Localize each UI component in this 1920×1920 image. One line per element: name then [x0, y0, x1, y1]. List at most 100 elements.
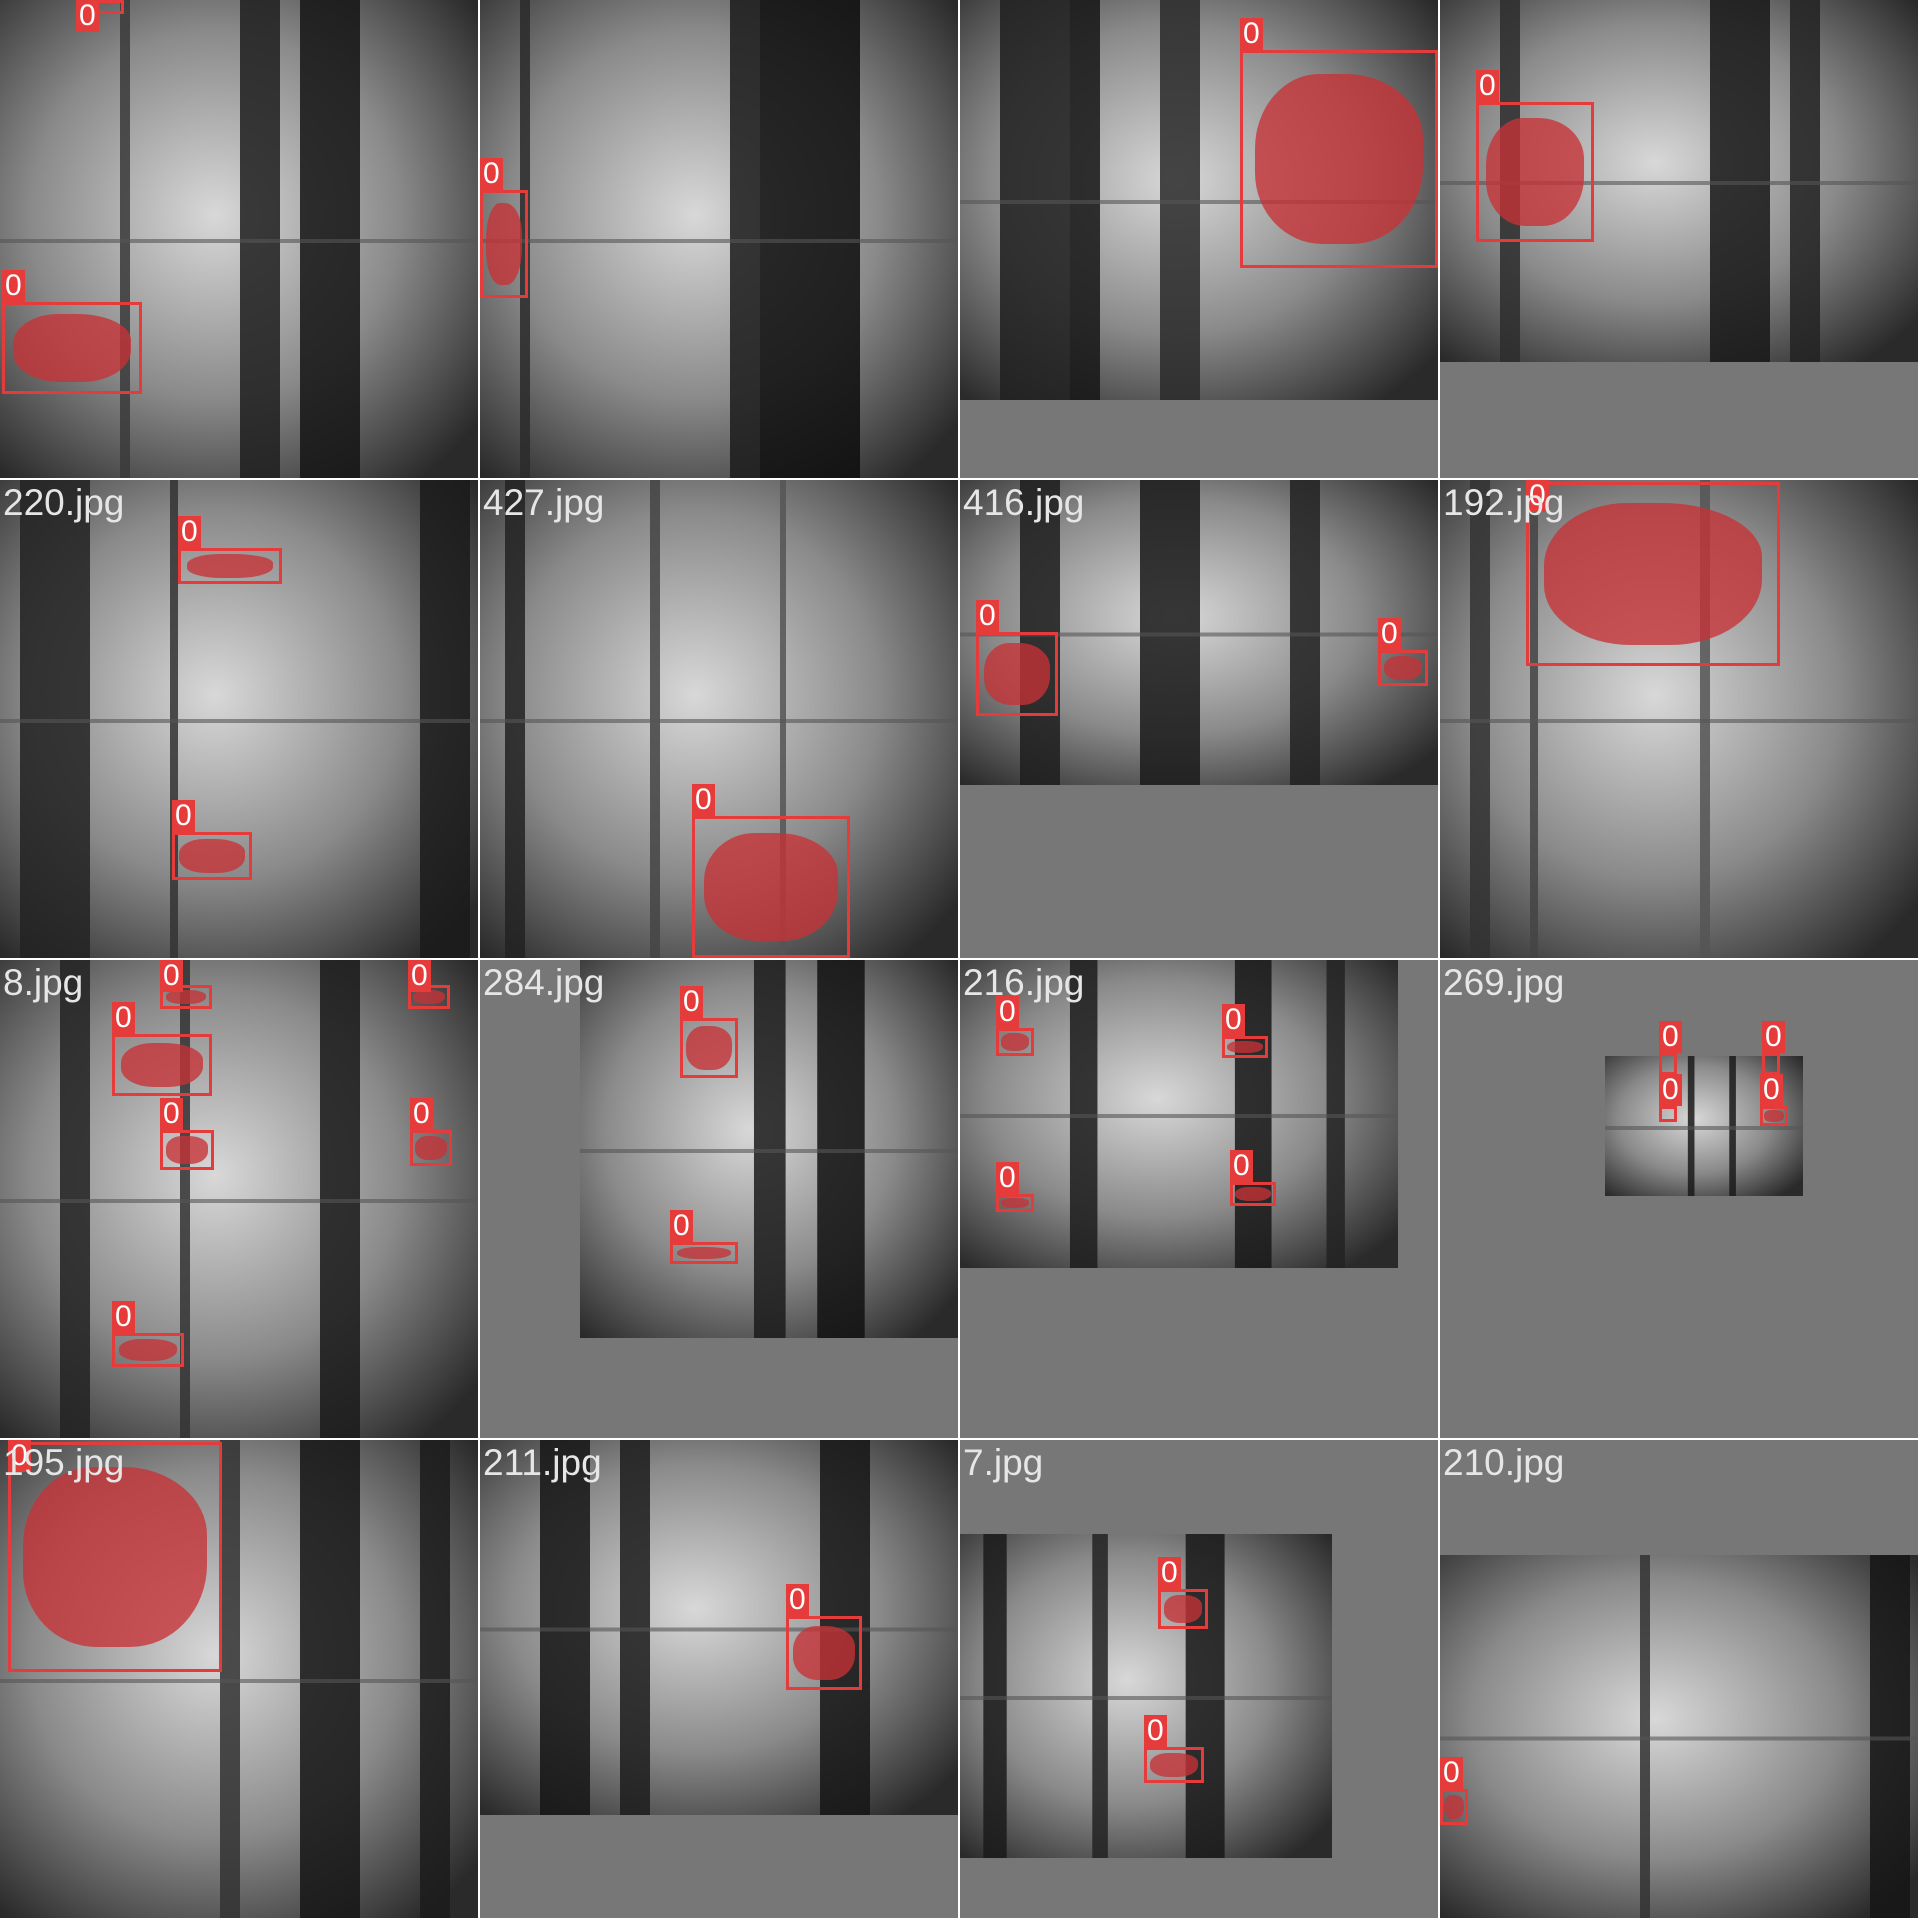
- rail-line: [480, 719, 958, 723]
- mosaic-tile: 0 0 220.jpg: [0, 480, 478, 958]
- detection-box: [1144, 1747, 1204, 1783]
- detection-box: [1526, 482, 1780, 666]
- segmentation-mask: [120, 1042, 204, 1088]
- segmentation-mask: [686, 1026, 732, 1070]
- mosaic-tile: 0 210.jpg: [1440, 1440, 1918, 1918]
- segmentation-mask: [1764, 1110, 1784, 1122]
- class-label: 0: [172, 800, 195, 832]
- detection-box: [1230, 1182, 1276, 1206]
- rail-line: [480, 1627, 958, 1632]
- class-label: 0: [1230, 1150, 1253, 1182]
- tile-filename: 7.jpg: [963, 1442, 1044, 1483]
- rail-line: [1440, 181, 1918, 185]
- detection-box: [1378, 650, 1428, 686]
- rail-line: [1440, 719, 1918, 723]
- tile-filename: 416.jpg: [963, 482, 1085, 523]
- detection-box: [996, 1194, 1034, 1212]
- detection-box: [112, 1333, 184, 1367]
- rail-line: [580, 1149, 958, 1153]
- detection-box: [1659, 1106, 1677, 1122]
- class-label: 0: [8, 1440, 31, 1472]
- mosaic-tile: 0: [480, 0, 958, 478]
- detection-box: [976, 632, 1058, 716]
- class-label: 0: [112, 1301, 135, 1333]
- mosaic-tile: 0 0 0 0 269.jpg: [1440, 960, 1918, 1438]
- segmentation-mask: [23, 1467, 207, 1647]
- class-label: 0: [1144, 1715, 1167, 1747]
- detection-box: [160, 985, 212, 1009]
- segmentation-mask: [1227, 1040, 1263, 1054]
- class-label: 0: [1760, 1074, 1783, 1106]
- class-label: 0: [410, 1098, 433, 1130]
- class-label: 0: [1240, 18, 1263, 50]
- class-label: 0: [996, 996, 1019, 1028]
- detection-box: [172, 832, 252, 880]
- tile-photo: [960, 1440, 1438, 1918]
- detection-box: [178, 548, 282, 584]
- detection-box: [1659, 1053, 1677, 1075]
- mosaic-tile: 0 427.jpg: [480, 480, 958, 958]
- segmentation-mask: [165, 989, 207, 1005]
- rail-line: [0, 239, 478, 243]
- segmentation-mask: [1543, 502, 1763, 646]
- rail-line: [960, 200, 1438, 204]
- detection-box: [112, 1034, 212, 1096]
- mosaic-tile: 0: [1440, 0, 1918, 478]
- segmentation-mask: [413, 989, 445, 1005]
- rail-line: [1605, 1126, 1803, 1130]
- segmentation-mask: [1254, 74, 1424, 244]
- detection-box: [480, 190, 528, 298]
- segmentation-mask: [485, 203, 523, 285]
- segmentation-mask: [983, 642, 1051, 706]
- tile-photo: [480, 0, 958, 478]
- tile-photo: [1440, 1440, 1918, 1918]
- detection-box: [786, 1616, 862, 1690]
- mosaic-tile: 0 0 0 0 0 0 8.jpg: [0, 960, 478, 1438]
- class-label: 0: [1659, 1074, 1682, 1106]
- class-label: 0: [1659, 1021, 1682, 1053]
- class-label: 0: [2, 270, 25, 302]
- tile-photo: [0, 1440, 478, 1918]
- detection-box: [2, 302, 142, 394]
- segmentation-mask: [1000, 1198, 1030, 1208]
- rail-line: [1440, 1736, 1918, 1741]
- class-label: 0: [160, 1098, 183, 1130]
- class-label: 0: [480, 158, 503, 190]
- rail-line: [960, 1114, 1398, 1118]
- tile-photo: [480, 960, 958, 1438]
- class-label: 0: [1476, 70, 1499, 102]
- mosaic-tile: 0 192.jpg: [1440, 480, 1918, 958]
- detection-box: [160, 1130, 214, 1170]
- tile-filename: 210.jpg: [1443, 1442, 1565, 1483]
- class-label: 0: [408, 960, 431, 992]
- detection-box: [996, 1028, 1034, 1056]
- rail-line: [480, 239, 958, 243]
- tile-photo: [960, 960, 1438, 1438]
- rail-line: [0, 1679, 478, 1683]
- segmentation-mask: [186, 554, 274, 578]
- segmentation-mask: [165, 1136, 209, 1164]
- tile-filename: 220.jpg: [3, 482, 125, 523]
- class-label: 0: [1222, 1004, 1245, 1036]
- segmentation-mask: [1150, 1753, 1198, 1777]
- class-label: 0: [1440, 1757, 1463, 1789]
- class-label: 0: [160, 960, 183, 992]
- detection-box: [1222, 1036, 1268, 1058]
- rail-line: [0, 1199, 478, 1203]
- detection-box: [692, 816, 850, 958]
- detection-box: [1476, 102, 1594, 242]
- class-label: 0: [76, 0, 99, 32]
- mosaic-tile: 0: [960, 0, 1438, 478]
- mosaic-tile: 0 195.jpg: [0, 1440, 478, 1918]
- segmentation-mask: [1444, 1795, 1464, 1819]
- class-label: 0: [692, 784, 715, 816]
- class-label: 0: [1526, 480, 1549, 512]
- detection-box: [680, 1018, 738, 1078]
- class-label: 0: [670, 1210, 693, 1242]
- tile-filename: 269.jpg: [1443, 962, 1565, 1003]
- tile-filename: 192.jpg: [1443, 482, 1565, 523]
- segmentation-mask: [1383, 656, 1423, 680]
- tile-photo: [960, 480, 1438, 958]
- rail-line: [960, 632, 1438, 637]
- class-label: 0: [976, 600, 999, 632]
